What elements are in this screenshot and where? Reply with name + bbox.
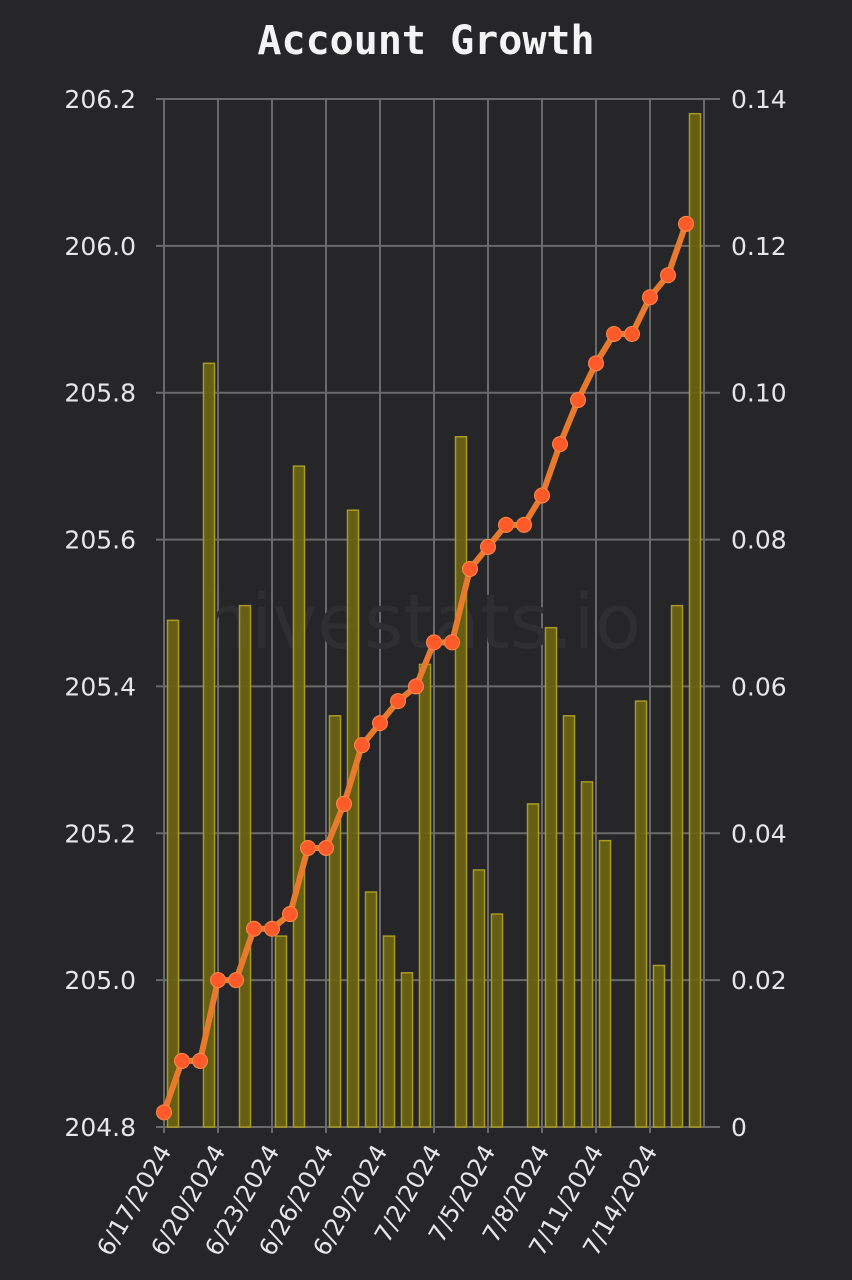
left-tick-label: 204.8 [64,1113,136,1142]
chart-title: Account Growth [257,18,594,64]
right-tick-label: 0.12 [731,232,787,261]
bar [418,663,432,1128]
right-tick-label: 0.14 [731,85,787,114]
line-point [264,920,280,937]
bar [544,626,558,1128]
watermark-text: hivestats.io [203,577,641,666]
line-point [156,1104,172,1121]
line-point [552,436,568,453]
line-point [678,215,694,232]
bar [238,604,252,1128]
bar [652,964,666,1128]
left-axis-ticks: 204.8 205.0 205.2 205.4 205.6 205.8 206.0 206.2 [64,85,136,1142]
line-point [300,839,316,856]
left-tick-label: 206.2 [64,85,136,114]
line-point [192,1052,208,1069]
left-tick-label: 206.0 [64,232,136,261]
line-point [390,693,406,710]
right-tick-label: 0.04 [731,819,787,848]
bar [634,700,648,1128]
line-point [444,634,460,651]
bar [274,935,288,1128]
line-point [354,737,370,754]
bar [580,781,594,1128]
x-axis-ticks: 6/17/20246/20/20246/23/20246/26/20246/29… [91,1140,663,1261]
line-point [642,289,658,306]
line-point [228,972,244,989]
line-point [372,715,388,732]
line-point [210,972,226,989]
bar-series [166,112,702,1128]
line-point [282,906,298,923]
line-point [498,516,514,533]
bar [346,509,360,1128]
bar [472,869,486,1128]
line-point [624,325,640,342]
bar [328,715,342,1128]
right-tick-label: 0.02 [731,966,787,995]
line-point [534,487,550,504]
bar [400,972,414,1128]
left-tick-label: 205.8 [64,379,136,408]
line-point [174,1052,190,1069]
bar [490,913,504,1128]
right-tick-label: 0 [731,1113,747,1142]
bar [670,604,684,1128]
left-tick-label: 205.0 [64,966,136,995]
line-point [246,920,262,937]
right-tick-label: 0.06 [731,672,787,701]
bar [382,935,396,1128]
right-tick-label: 0.10 [731,379,787,408]
line-point [318,839,334,856]
left-tick-label: 205.4 [64,672,136,701]
line-point [426,634,442,651]
line-point [570,392,586,409]
line-point [588,355,604,372]
right-tick-label: 0.08 [731,526,787,555]
bar [166,619,180,1128]
line-point [480,538,496,555]
left-tick-label: 205.2 [64,819,136,848]
line-point [606,325,622,342]
bar [292,465,306,1128]
bar [598,839,612,1128]
right-axis-ticks: 0 0.02 0.04 0.06 0.08 0.10 0.12 0.14 [731,85,787,1142]
bar [454,436,468,1128]
line-point [462,560,478,577]
line-point [408,678,424,695]
bar [688,112,702,1128]
bar [526,803,540,1128]
line-point [516,516,532,533]
line-point [336,795,352,812]
line-series [156,215,694,1121]
line-point [660,267,676,284]
left-tick-label: 205.6 [64,526,136,555]
bar [202,362,216,1128]
bar [364,891,378,1128]
bar [562,715,576,1128]
